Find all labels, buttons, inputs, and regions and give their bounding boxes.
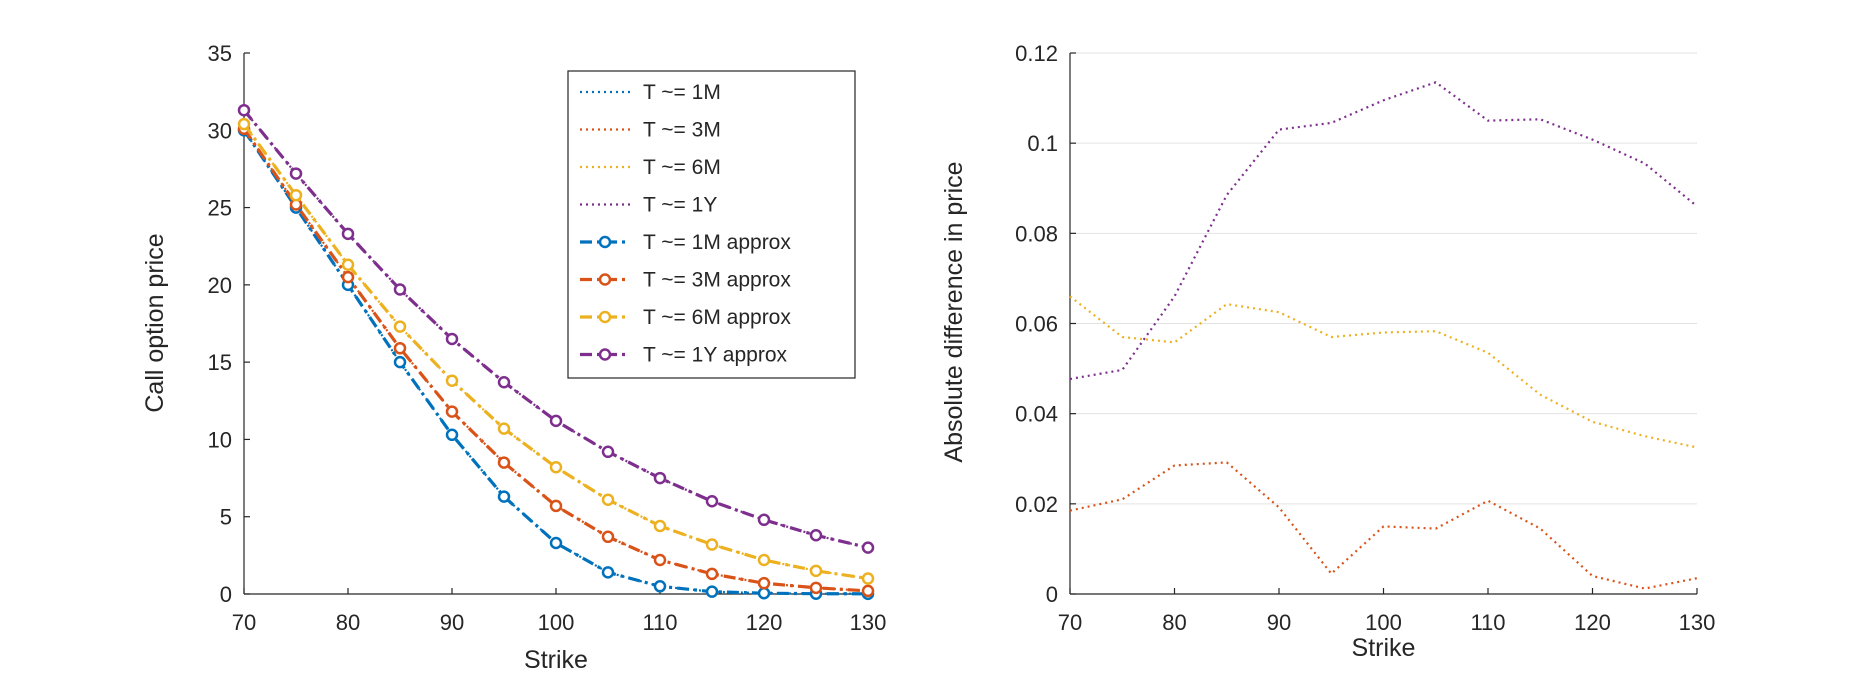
legend-entry-label: T ~= 1Y approx bbox=[643, 344, 787, 367]
data-point-marker bbox=[445, 428, 459, 442]
data-point-marker bbox=[341, 270, 355, 284]
data-point-marker bbox=[341, 227, 355, 241]
legend-entry-label: T ~= 6M approx bbox=[643, 306, 791, 329]
data-point-marker bbox=[393, 355, 407, 369]
y-tick-label: 15 bbox=[208, 350, 232, 375]
left-chart-price-vs-strike: 0 5 10 15 20 25 30 35 70 80 90 100 110 120 130 Strike Ca… bbox=[141, 41, 886, 674]
x-tick-label: 120 bbox=[1574, 610, 1611, 635]
x-tick-label: 110 bbox=[642, 610, 677, 635]
data-point-marker bbox=[549, 461, 563, 474]
data-point-marker bbox=[289, 188, 303, 202]
x-tick-label: 100 bbox=[538, 610, 575, 635]
y-tick-label: 0 bbox=[1046, 582, 1058, 607]
data-point-marker bbox=[549, 499, 563, 513]
y-tick-label: 25 bbox=[208, 196, 232, 221]
series-line-0 bbox=[1069, 461, 1698, 590]
data-point-marker bbox=[497, 490, 511, 503]
x-tick-label: 90 bbox=[440, 610, 464, 635]
data-point-marker bbox=[393, 320, 407, 333]
y-axis-label: Absolute difference in price bbox=[940, 161, 968, 462]
data-point-marker bbox=[341, 258, 355, 272]
y-tick-label: 0.12 bbox=[1015, 41, 1058, 66]
x-tick-label: 100 bbox=[1365, 610, 1402, 635]
x-tick-label: 70 bbox=[1058, 610, 1082, 635]
y-tick-label: 0.08 bbox=[1015, 221, 1058, 246]
y-tick-label: 30 bbox=[208, 118, 232, 143]
data-point-marker bbox=[393, 283, 407, 296]
data-point-marker bbox=[601, 493, 615, 506]
right-chart-abs-difference: 0 0.02 0.04 0.06 0.08 0.1 0.12 70 80 90 100 110 120 1… bbox=[940, 41, 1715, 662]
data-point-marker bbox=[653, 580, 667, 593]
y-tick-label: 0.02 bbox=[1015, 492, 1058, 517]
legend-box bbox=[567, 70, 856, 379]
legend-entry-label: T ~= 6M bbox=[643, 156, 721, 179]
y-tick-label: 0.04 bbox=[1015, 402, 1058, 427]
data-point-marker bbox=[549, 536, 563, 550]
x-tick-label: 110 bbox=[1470, 610, 1505, 635]
data-point-marker bbox=[445, 332, 459, 346]
x-axis-label: Strike bbox=[524, 646, 588, 674]
data-point-marker bbox=[601, 445, 615, 459]
data-point-marker bbox=[497, 375, 511, 389]
data-point-marker bbox=[653, 553, 667, 567]
data-point-marker bbox=[497, 422, 511, 435]
data-point-marker bbox=[861, 584, 875, 598]
data-point-marker bbox=[549, 414, 563, 428]
x-tick-label: 130 bbox=[850, 610, 887, 635]
legend-entry-label: T ~= 1Y bbox=[643, 194, 717, 217]
y-tick-label: 0.1 bbox=[1027, 131, 1058, 156]
x-tick-label: 80 bbox=[1162, 610, 1186, 635]
legend-entry-label: T ~= 1M bbox=[643, 81, 721, 104]
legend-swatch-marker bbox=[598, 348, 612, 361]
data-point-marker bbox=[757, 513, 771, 527]
x-tick-label: 90 bbox=[1267, 610, 1291, 635]
data-point-marker bbox=[705, 585, 719, 598]
legend-swatch-marker bbox=[598, 235, 612, 249]
data-point-marker bbox=[705, 538, 719, 551]
x-tick-label: 120 bbox=[746, 610, 783, 635]
data-point-marker bbox=[757, 586, 771, 600]
x-tick-label: 70 bbox=[232, 610, 256, 635]
data-point-marker bbox=[445, 374, 459, 387]
data-point-marker bbox=[861, 541, 875, 554]
legend-entry-label: T ~= 1M approx bbox=[643, 231, 791, 254]
data-point-marker bbox=[653, 471, 667, 485]
data-point-marker bbox=[237, 117, 251, 131]
y-tick-label: 0.06 bbox=[1015, 312, 1058, 337]
y-axis-label: Call option price bbox=[141, 233, 169, 412]
data-point-marker bbox=[757, 553, 771, 567]
data-point-marker bbox=[601, 530, 615, 544]
y-tick-label: 0 bbox=[220, 582, 232, 607]
data-point-marker bbox=[445, 405, 459, 418]
data-point-marker bbox=[861, 572, 875, 585]
y-tick-label: 5 bbox=[220, 505, 232, 530]
data-point-marker bbox=[393, 341, 407, 355]
data-point-marker bbox=[705, 495, 719, 508]
data-point-marker bbox=[809, 581, 823, 595]
data-point-marker bbox=[705, 567, 719, 581]
x-tick-label: 130 bbox=[1679, 610, 1716, 635]
data-point-marker bbox=[757, 576, 771, 590]
data-point-marker bbox=[653, 519, 667, 533]
data-point-marker bbox=[809, 529, 823, 542]
series-line-1 bbox=[1069, 295, 1698, 449]
y-tick-label: 10 bbox=[208, 427, 232, 452]
x-tick-label: 80 bbox=[336, 610, 360, 635]
legend-entry-label: T ~= 3M bbox=[643, 119, 721, 142]
data-point-marker bbox=[497, 456, 511, 469]
series-line-2 bbox=[1069, 81, 1698, 381]
data-point-marker bbox=[809, 564, 823, 578]
data-point-marker bbox=[237, 103, 251, 117]
x-axis-label: Strike bbox=[1352, 634, 1416, 662]
legend-entry-label: T ~= 3M approx bbox=[643, 269, 791, 292]
data-point-marker bbox=[289, 167, 303, 180]
data-point-marker bbox=[601, 566, 615, 579]
legend-swatch-marker bbox=[598, 273, 612, 286]
y-tick-label: 35 bbox=[208, 41, 232, 66]
y-tick-label: 20 bbox=[208, 273, 232, 298]
legend-swatch-marker bbox=[598, 310, 612, 324]
